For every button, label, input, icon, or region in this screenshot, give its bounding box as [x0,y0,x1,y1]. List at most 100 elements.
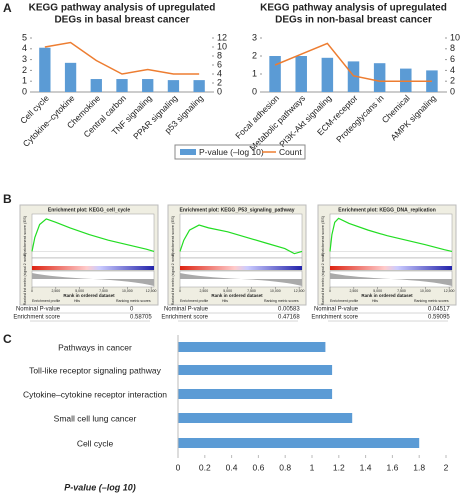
legend-label: Hits [372,299,378,303]
x-axis-label: Rank in ordered dataset [361,293,413,298]
metric-shape [180,273,302,286]
es-curve [31,218,155,252]
x-tick-label: 2,500 [51,289,60,293]
x-tick-label: 5,000 [75,289,84,293]
y-axis-label: Enrichment score (ES) [320,215,325,256]
legend-frame [174,144,306,160]
bar [167,80,180,92]
y-tick-label: 1 [22,76,27,86]
x-tick-label: 10,000 [270,289,281,293]
metric-shape [32,273,154,286]
x-tick-label: 12,500 [146,289,157,293]
y-tick-label: 3 [252,32,257,42]
count-line [44,41,200,75]
x-tick-label: 0 [179,289,181,293]
bar [178,389,333,399]
stat-value: 0.59095 [428,315,450,321]
chart-title: DEGs in basal breast cancer [54,15,189,26]
y-tick-label: Cell cycle [77,438,114,448]
stat-value: 0.58705 [130,315,152,321]
x-tick-label: AMPK signaling [388,93,438,143]
x-axis-label: P-value (–log 10) [64,482,136,492]
bar [426,70,438,92]
stat-value: 0.47168 [278,315,300,321]
y2-tick-label: 6 [450,54,455,64]
legend-label: Ranking metric scores [116,299,151,303]
stat-value: 0.00583 [278,307,300,313]
legend-label: Count [279,147,302,157]
stat-value: 0.04517 [428,307,450,313]
bar [178,438,420,448]
bar [321,57,334,92]
bar [295,56,307,92]
stat-label: Nominal P-value [314,307,359,313]
stat-label: Enrichment score [311,315,358,321]
bar [373,63,386,92]
x-tick-label: 1.6 [386,462,398,472]
chart-title: DEGs in non-basal breast cancer [275,15,432,26]
legend-label: Enrichment profile [32,299,60,303]
legend-label: Ranking metric scores [264,299,299,303]
plot-title: Enrichment plot: KEGG_P53_signaling_path… [179,207,294,213]
y-tick-label: 4 [22,43,27,53]
y-tick-label: 2 [252,50,257,60]
x-tick-label: Proteoglycans in [334,93,386,145]
x-tick-label: 5,000 [373,289,382,293]
bar [64,62,77,92]
y-tick-label: 3 [22,54,27,64]
y2-tick-label: 12 [217,32,227,42]
bar [400,68,412,92]
bar [347,61,360,92]
x-tick-label: 5,000 [223,289,232,293]
x-tick-label: 0.8 [279,462,291,472]
y-axis-label: Enrichment score (ES) [170,215,175,256]
rank-gradient [330,266,452,270]
legend-label: Hits [74,299,80,303]
bar [116,79,128,92]
legend-swatch [180,149,196,155]
x-tick-label: 1.4 [360,462,372,472]
y-tick-label: 1 [252,68,257,78]
rank-gradient [180,266,302,270]
x-tick-label: 1.2 [333,462,345,472]
metric-shape [330,273,452,286]
stat-label: Nominal P-value [16,307,61,313]
x-tick-label: 12,500 [444,289,455,293]
y-tick-label: Pathways in cancer [58,342,132,352]
x-axis-label: Rank in ordered dataset [211,293,263,298]
y-tick-label: Small cell lung cancer [54,413,137,423]
panel-label: B [3,192,12,206]
x-tick-label: 1 [310,462,315,472]
legend-label: Ranking metric scores [414,299,449,303]
x-tick-label: 7,500 [247,289,256,293]
stat-label: Nominal P-value [164,307,209,313]
stat-label: Enrichment score [13,315,60,321]
rank-gradient [32,266,154,270]
chart-title: KEGG pathway analysis of upregulated [260,3,447,14]
y2-tick-label: 0 [450,86,455,96]
y2-tick-label: 4 [450,65,455,75]
y2-tick-label: 10 [217,41,227,51]
panel-label: C [3,332,12,346]
legend-label: Enrichment profile [330,299,358,303]
bar [193,80,205,92]
bar [39,47,51,92]
y-tick-label: 0 [252,86,257,96]
bar [178,342,326,352]
bar [90,79,102,92]
x-tick-label: 0.2 [199,462,211,472]
x-axis-label: Rank in ordered dataset [63,293,115,298]
x-tick-label: 0 [31,289,33,293]
y-tick-label: Cytokine–cytokine receptor interaction [23,389,167,399]
es-curve [179,224,303,255]
x-tick-label: 10,000 [122,289,133,293]
y2-tick-label: 2 [450,76,455,86]
y-tick-label: 5 [22,32,27,42]
es-curve [329,217,453,252]
plot-title: Enrichment plot: KEGG_DNA_replication [338,207,436,213]
x-tick-label: 2,500 [199,289,208,293]
stat-value: 0 [130,307,134,313]
legend-label: P-value (–log 10) [199,147,264,157]
x-tick-label: 10,000 [420,289,431,293]
